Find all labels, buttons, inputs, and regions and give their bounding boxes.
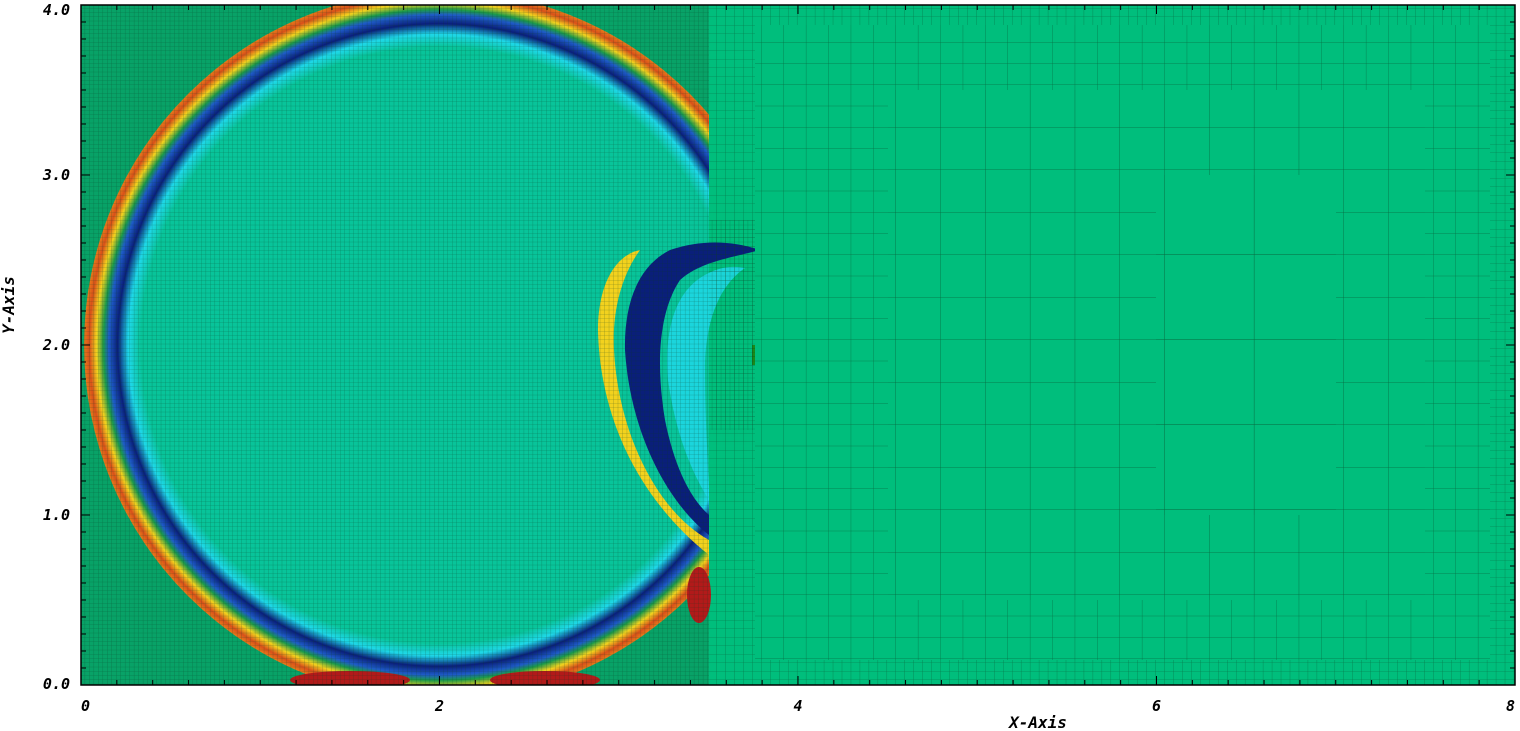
y-tick-label: 3.0 [42,166,70,184]
y-tick-label: 4.0 [43,1,70,19]
mesh-xxcoarse-block-lines [1156,175,1336,515]
y-axis-title: Y-Axis [0,276,18,334]
y-tick-label: 2.0 [42,336,70,354]
x-axis-ticks [80,5,1516,685]
x-axis-tick-labels: 0 2 4 6 8 [81,697,1515,715]
y-axis-ticks [81,4,1515,686]
y-tick-label: 1.0 [43,506,70,524]
x-tick-label: 2 [434,697,444,715]
x-axis-title: X-Axis [1007,713,1067,731]
x-tick-label: 8 [1506,697,1515,715]
x-tick-label: 0 [81,697,90,715]
mesh-fine-left [81,5,709,685]
x-tick-label: 4 [793,697,802,715]
plot-area [81,5,1515,685]
x-tick-label: 6 [1152,697,1161,715]
y-tick-label: 0.0 [43,675,70,693]
y-axis-tick-labels: 0.0 1.0 2.0 3.0 4.0 [42,1,70,693]
